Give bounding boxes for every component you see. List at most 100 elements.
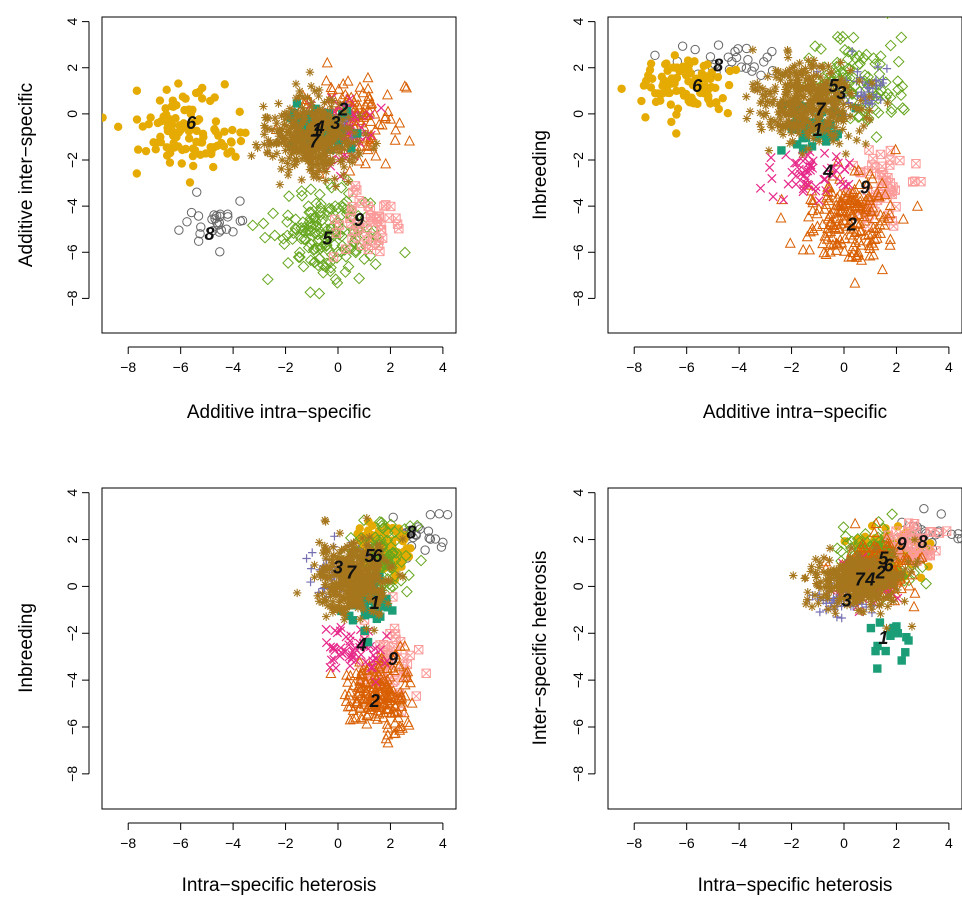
point-cluster-7 (812, 573, 821, 582)
point-cluster-3 (876, 80, 886, 90)
point-cluster-7 (782, 91, 792, 100)
point-cluster-5 (859, 528, 872, 540)
point-cluster-5 (304, 286, 317, 299)
point-cluster-7 (781, 85, 790, 94)
point-cluster-5 (261, 273, 274, 286)
point-cluster-4 (798, 187, 808, 197)
point-cluster-7 (379, 590, 388, 600)
point-cluster-7 (811, 554, 820, 564)
point-cluster-7 (339, 170, 348, 180)
point-cluster-2 (389, 716, 401, 728)
point-cluster-7 (824, 61, 833, 71)
point-cluster-7 (761, 101, 770, 111)
point-cluster-8 (956, 533, 962, 544)
point-cluster-7 (815, 558, 825, 567)
point-cluster-2 (903, 579, 915, 591)
point-cluster-1 (347, 144, 356, 153)
point-cluster-6 (699, 61, 708, 71)
point-cluster-5 (295, 185, 308, 198)
point-cluster-9 (926, 527, 936, 537)
point-cluster-7 (817, 104, 827, 113)
point-cluster-7 (816, 72, 825, 82)
point-cluster-2 (775, 212, 787, 223)
point-cluster-6 (731, 65, 741, 75)
point-cluster-7 (839, 100, 848, 109)
point-cluster-7 (297, 175, 306, 185)
point-cluster-7 (771, 82, 780, 92)
point-cluster-6 (181, 94, 190, 103)
point-cluster-8 (423, 526, 434, 536)
point-cluster-7 (285, 142, 294, 151)
y-tick-label: −4 (64, 198, 80, 214)
point-cluster-9 (905, 526, 915, 537)
point-cluster-5 (339, 266, 352, 278)
point-cluster-7 (794, 77, 803, 87)
point-cluster-1 (875, 618, 885, 627)
point-cluster-6 (651, 97, 661, 107)
point-cluster-4 (807, 163, 818, 173)
point-cluster-8 (733, 44, 743, 54)
point-cluster-5 (282, 209, 294, 222)
point-cluster-9 (402, 659, 413, 670)
point-cluster-7 (854, 587, 864, 597)
point-cluster-7 (280, 115, 290, 124)
point-cluster-2 (402, 665, 414, 677)
point-cluster-7 (758, 84, 768, 93)
cluster-label-7: 7 (855, 569, 866, 589)
point-cluster-6 (174, 79, 183, 88)
point-cluster-7 (320, 124, 330, 134)
point-cluster-8 (723, 52, 734, 62)
point-cluster-7 (770, 116, 780, 126)
point-cluster-7 (851, 102, 860, 112)
point-cluster-8 (174, 225, 184, 235)
point-cluster-7 (829, 98, 839, 108)
x-tick-label: 0 (840, 835, 848, 851)
point-cluster-7 (867, 581, 876, 590)
point-cluster-2 (848, 223, 860, 234)
panel-intra-heterosis-vs-inbreeding: 1 2 3 4 567 8 9 −8 −6 −4 −2 0 2 4 −8 −6 −4 −2 0 2 4 Intra−… (16, 487, 457, 896)
point-cluster-3 (857, 87, 866, 97)
point-cluster-7 (295, 137, 305, 147)
point-cluster-7 (335, 564, 344, 574)
point-cluster-7 (291, 93, 301, 103)
point-cluster-7 (830, 602, 839, 612)
point-cluster-7 (838, 106, 847, 115)
y-tick-label: −8 (570, 290, 586, 306)
point-cluster-7 (281, 146, 290, 155)
point-cluster-7 (783, 45, 792, 55)
point-cluster-7 (291, 79, 301, 89)
point-cluster-7 (877, 578, 886, 587)
point-cluster-7 (846, 578, 855, 587)
cluster-label-6: 6 (884, 555, 895, 575)
point-cluster-7 (348, 552, 357, 562)
point-cluster-9 (916, 177, 926, 187)
point-cluster-9 (347, 233, 357, 244)
cluster-label-3: 3 (333, 558, 343, 578)
point-cluster-8 (705, 52, 716, 62)
cluster-label-9: 9 (860, 178, 870, 198)
point-cluster-7 (321, 548, 331, 557)
point-cluster-7 (825, 119, 834, 129)
point-cluster-8 (182, 217, 192, 227)
point-cluster-7 (358, 533, 367, 543)
point-cluster-7 (766, 89, 775, 99)
point-cluster-7 (274, 99, 283, 108)
point-cluster-7 (338, 562, 347, 572)
y-tick-label: 4 (64, 18, 80, 26)
point-cluster-2 (356, 713, 368, 724)
y-axis-title: Inbreeding (16, 603, 37, 693)
point-cluster-7 (792, 88, 801, 98)
point-cluster-2 (386, 706, 398, 718)
point-cluster-7 (842, 82, 852, 92)
point-cluster-7 (345, 600, 355, 610)
point-cluster-6 (132, 169, 142, 178)
point-cluster-2 (394, 117, 406, 128)
point-cluster-2 (847, 240, 859, 252)
point-cluster-7 (858, 595, 868, 604)
point-cluster-2 (380, 683, 392, 695)
point-cluster-1 (388, 606, 397, 615)
point-cluster-6 (673, 104, 683, 113)
point-cluster-7 (755, 120, 765, 129)
point-cluster-7 (260, 140, 269, 149)
point-cluster-7 (271, 138, 281, 147)
